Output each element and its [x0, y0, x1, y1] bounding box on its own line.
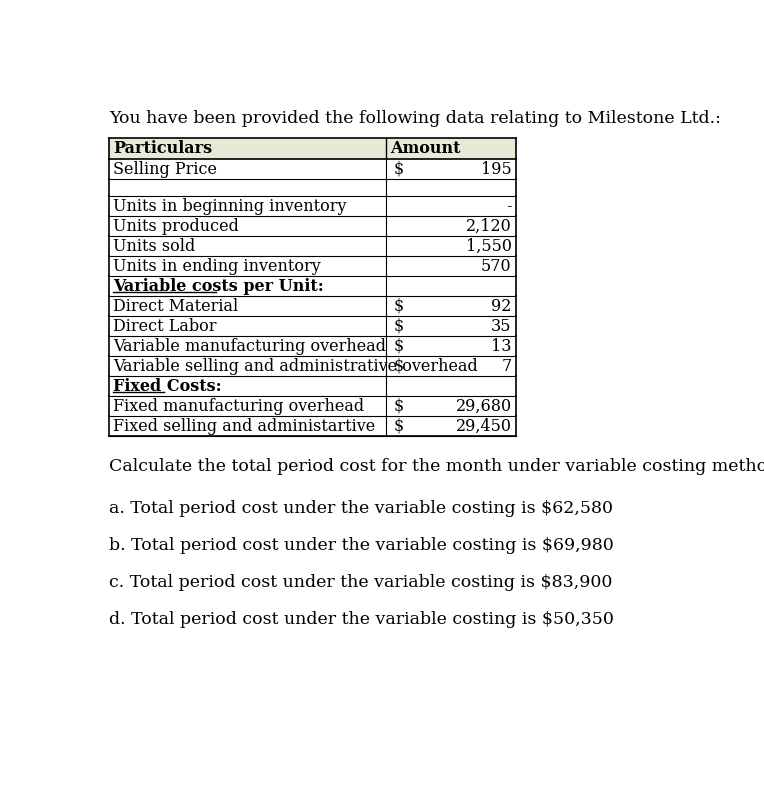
- Bar: [109, 316, 516, 336]
- Text: b. Total period cost under the variable costing is $69,980: b. Total period cost under the variable …: [109, 538, 614, 554]
- Text: $: $: [394, 418, 404, 435]
- Text: Calculate the total period cost for the month under variable costing method.: Calculate the total period cost for the …: [109, 458, 764, 475]
- Text: 35: 35: [491, 318, 512, 334]
- Bar: [109, 236, 516, 256]
- Text: 2,120: 2,120: [466, 218, 512, 234]
- Text: Units produced: Units produced: [113, 218, 239, 234]
- Text: $: $: [394, 338, 404, 354]
- Text: Fixed manufacturing overhead: Fixed manufacturing overhead: [113, 398, 364, 415]
- Bar: [109, 376, 516, 396]
- Bar: [109, 256, 516, 276]
- Bar: [109, 196, 516, 216]
- Bar: [109, 356, 516, 376]
- Text: Particulars: Particulars: [113, 140, 212, 158]
- Bar: [109, 138, 516, 159]
- Bar: [109, 276, 516, 296]
- Text: Units in ending inventory: Units in ending inventory: [113, 258, 321, 274]
- Text: $: $: [394, 298, 404, 314]
- Text: Fixed Costs:: Fixed Costs:: [113, 378, 222, 394]
- Text: $: $: [394, 358, 404, 374]
- Text: Direct Labor: Direct Labor: [113, 318, 217, 334]
- Bar: [109, 416, 516, 436]
- Text: $: $: [394, 398, 404, 415]
- Text: a. Total period cost under the variable costing is $62,580: a. Total period cost under the variable …: [109, 500, 613, 518]
- Text: c. Total period cost under the variable costing is $83,900: c. Total period cost under the variable …: [109, 574, 613, 591]
- Text: 570: 570: [481, 258, 512, 274]
- Bar: [109, 179, 516, 196]
- Text: Fixed selling and administartive: Fixed selling and administartive: [113, 418, 376, 435]
- Bar: [109, 216, 516, 236]
- Text: 92: 92: [491, 298, 512, 314]
- Text: Selling Price: Selling Price: [113, 161, 217, 178]
- Text: You have been provided the following data relating to Milestone Ltd.:: You have been provided the following dat…: [109, 110, 721, 127]
- Text: Variable costs per Unit:: Variable costs per Unit:: [113, 278, 324, 294]
- Text: Amount: Amount: [390, 140, 461, 158]
- Text: -: -: [507, 198, 512, 214]
- Bar: [109, 159, 516, 179]
- Bar: [109, 396, 516, 416]
- Bar: [109, 296, 516, 316]
- Text: Units in beginning inventory: Units in beginning inventory: [113, 198, 347, 214]
- Text: 29,450: 29,450: [455, 418, 512, 435]
- Text: 13: 13: [491, 338, 512, 354]
- Text: 29,680: 29,680: [455, 398, 512, 415]
- Text: $: $: [394, 161, 404, 178]
- Text: d. Total period cost under the variable costing is $50,350: d. Total period cost under the variable …: [109, 611, 614, 628]
- Text: 195: 195: [481, 161, 512, 178]
- Text: Direct Material: Direct Material: [113, 298, 238, 314]
- Text: $: $: [394, 318, 404, 334]
- Text: Variable manufacturing overhead: Variable manufacturing overhead: [113, 338, 387, 354]
- Text: Variable selling and administrative overhead: Variable selling and administrative over…: [113, 358, 478, 374]
- Text: Units sold: Units sold: [113, 238, 196, 254]
- Bar: [109, 336, 516, 356]
- Text: 7: 7: [501, 358, 512, 374]
- Text: 1,550: 1,550: [466, 238, 512, 254]
